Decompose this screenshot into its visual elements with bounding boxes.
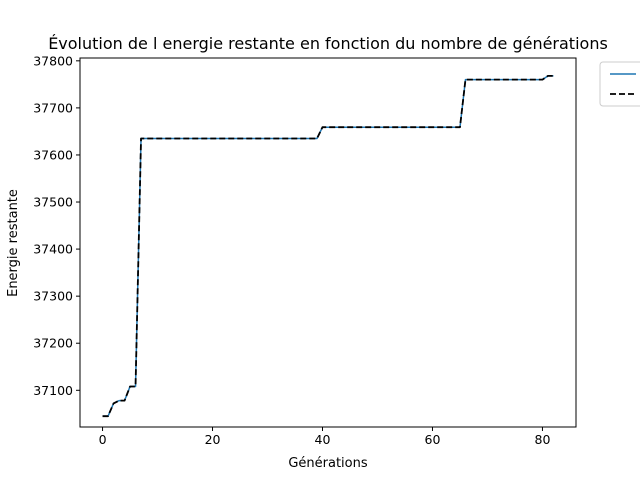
y-tick-label: 37600 — [33, 147, 73, 162]
legend — [599, 61, 640, 107]
y-axis-ticks: 37100 37200 37300 37400 37500 37600 37700 37800 — [33, 53, 80, 398]
y-tick-label: 37400 — [33, 242, 73, 257]
series-layer — [102, 74, 554, 418]
y-tick-label: 37800 — [33, 53, 73, 68]
y-tick-label: 37500 — [33, 195, 73, 210]
y-tick-label: 37100 — [33, 383, 73, 398]
x-tick-label: 0 — [99, 432, 107, 447]
x-axis-ticks: 0 20 40 60 80 — [99, 427, 551, 447]
axes-frame — [79, 57, 577, 428]
x-axis-label: Générations — [288, 456, 368, 471]
y-tick-label: 37300 — [33, 289, 73, 304]
series-line-2 — [102, 74, 554, 418]
x-tick-label: 20 — [205, 432, 221, 447]
chart-title: Évolution de l energie restante en fonct… — [48, 34, 608, 53]
plot-area: 0 20 40 60 80 37100 37200 37300 37400 37500 37600… — [33, 53, 577, 447]
y-tick-label: 37200 — [33, 336, 73, 351]
y-axis-label: Energie restante — [6, 189, 21, 297]
x-tick-label: 80 — [535, 432, 551, 447]
y-tick-label: 37700 — [33, 100, 73, 115]
x-tick-label: 60 — [425, 432, 441, 447]
x-tick-label: 40 — [315, 432, 331, 447]
legend-box — [599, 61, 640, 107]
